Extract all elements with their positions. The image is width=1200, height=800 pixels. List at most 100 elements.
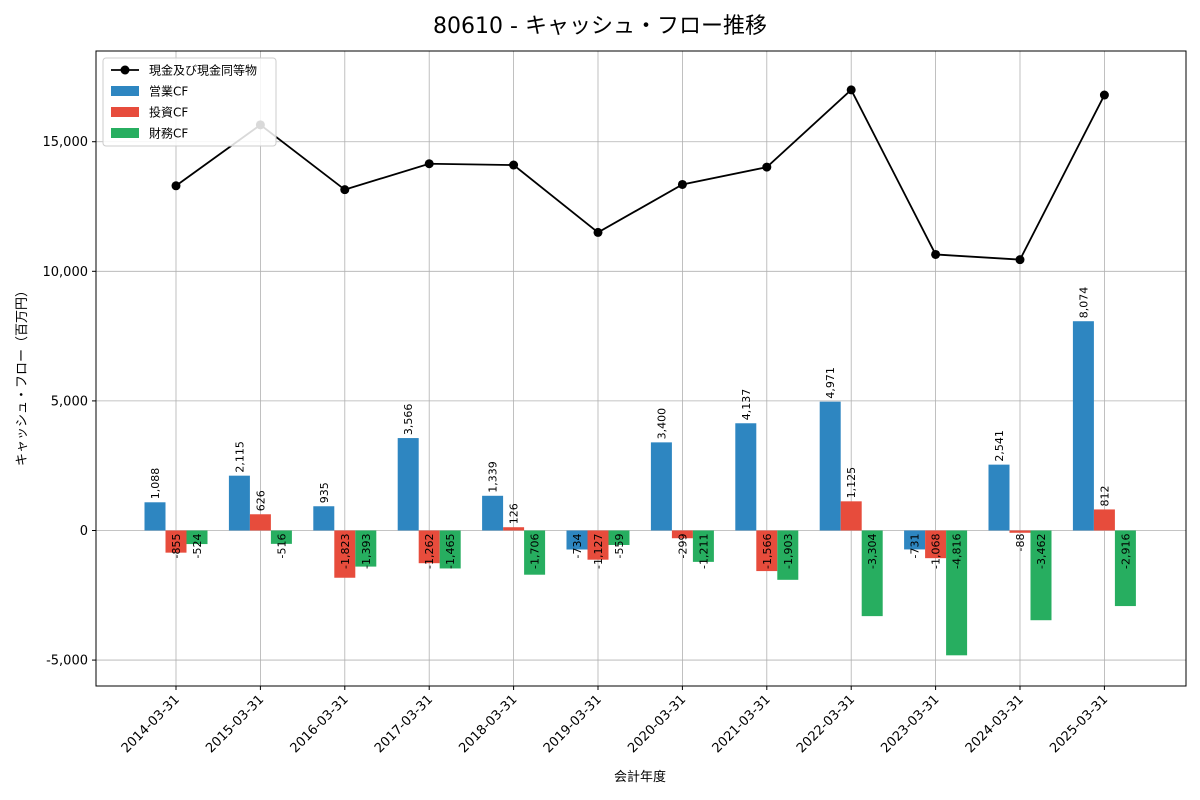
bar-value-label: -734 [571, 533, 584, 558]
bar-value-label: 626 [254, 490, 267, 511]
bar-value-label: 4,137 [740, 389, 753, 421]
legend-swatch [111, 128, 139, 138]
y-tick-label: -5,000 [46, 654, 88, 669]
x-tick-label: 2024-03-31 [963, 692, 1027, 756]
bar-value-label: -1,566 [761, 533, 774, 568]
bar-investing [1009, 530, 1031, 533]
legend-swatch [111, 86, 139, 96]
bar-investing [503, 527, 525, 531]
legend-box [102, 57, 277, 147]
x-tick-label: 2015-03-31 [203, 692, 267, 756]
cash-point [509, 160, 519, 170]
y-tick-label: 10,000 [43, 265, 89, 280]
y-tick-label: 15,000 [43, 135, 89, 150]
chart-title: 80610 - キャッシュ・フロー推移 [433, 14, 767, 39]
cash-point [171, 181, 181, 191]
x-tick-label: 2019-03-31 [541, 692, 605, 756]
bar-financing [861, 530, 883, 617]
plot-area: -5,000 0 5,000 10,000 15,000 2014-03-31 2015-0… [43, 50, 1187, 756]
legend-swatch [111, 107, 139, 117]
bar-value-label: 3,400 [655, 408, 668, 440]
bar-value-label: 126 [508, 503, 521, 524]
bar-value-label: -1,068 [930, 533, 943, 568]
bar-value-label: -2,916 [1119, 533, 1132, 568]
cash-point [846, 85, 856, 95]
bar-value-label: -855 [170, 533, 183, 558]
bar-operating [313, 506, 335, 531]
bar-operating [482, 495, 504, 531]
plot-frame [95, 50, 1187, 687]
bar-investing [249, 514, 271, 531]
bar-value-label: 2,541 [993, 430, 1006, 462]
bar-operating [228, 475, 250, 531]
bar-value-label: -1,903 [782, 533, 795, 568]
x-tick-label: 2014-03-31 [119, 692, 183, 756]
bar-value-label: 8,074 [1077, 287, 1090, 319]
legend-label: 現金及び現金同等物 [149, 63, 257, 78]
bar-financing [946, 530, 968, 656]
x-tick-label: 2022-03-31 [794, 692, 858, 756]
bar-operating [819, 401, 841, 531]
bar-value-label: -524 [191, 533, 204, 558]
bar-investing [165, 530, 187, 553]
bar-value-label: -4,816 [951, 533, 964, 568]
bar-value-label: 3,566 [402, 404, 415, 436]
bar-value-label: 4,971 [824, 367, 837, 399]
x-tick-label: 2025-03-31 [1047, 692, 1111, 756]
bar-value-label: 935 [318, 482, 331, 503]
bar-investing [587, 530, 609, 560]
cash-point [593, 227, 603, 237]
x-tick-label: 2021-03-31 [710, 692, 774, 756]
cash-line [175, 88, 1106, 261]
bar-investing [925, 530, 947, 559]
y-tick-label: 0 [80, 524, 88, 539]
bar-value-label: -559 [613, 533, 626, 558]
cash-point [762, 162, 772, 172]
bar-investing [1093, 509, 1115, 531]
cash-point [424, 159, 434, 169]
bar-operating [1072, 321, 1094, 531]
bar-value-label: 812 [1098, 485, 1111, 506]
x-tick-label: 2016-03-31 [288, 692, 352, 756]
bar-financing [608, 530, 630, 545]
bar-financing [777, 530, 799, 580]
bar-value-label: -1,465 [444, 533, 457, 568]
y-axis-label: キャッシュ・フロー（百万円） [15, 284, 30, 466]
bar-value-label: 2,115 [233, 441, 246, 473]
x-tick-label: 2023-03-31 [878, 692, 942, 756]
x-tick-label: 2018-03-31 [456, 692, 520, 756]
bar-value-label: -1,127 [592, 533, 605, 568]
bar-operating [988, 464, 1010, 531]
bar-financing [355, 530, 377, 567]
bar-operating [650, 442, 672, 531]
bar-financing [186, 530, 208, 545]
bar-financing [1114, 530, 1136, 607]
bar-investing [840, 501, 862, 531]
plot-background [96, 51, 1186, 686]
cash-point [931, 249, 941, 259]
cash-point [1015, 255, 1025, 265]
bar-financing [270, 530, 292, 544]
bar-financing [524, 530, 546, 575]
bar-operating [904, 530, 926, 550]
bar-financing [1030, 530, 1052, 621]
bar-value-label: -88 [1014, 533, 1027, 551]
legend-label: 営業CF [149, 85, 188, 99]
bar-value-label: -1,262 [423, 533, 436, 568]
bar-value-label: -3,304 [866, 533, 879, 568]
legend-marker [120, 65, 130, 75]
bar-investing [756, 530, 778, 572]
legend-label: 投資CF [149, 105, 188, 120]
bar-value-label: 1,088 [149, 468, 162, 500]
bar-investing [418, 530, 440, 564]
bar-value-label: -516 [275, 533, 288, 558]
bar-value-label: -1,211 [697, 533, 710, 568]
bar-value-label: -1,706 [529, 533, 542, 568]
bar-value-label: -299 [676, 533, 689, 558]
y-tick-label: 5,000 [51, 394, 88, 409]
bar-operating [397, 438, 419, 531]
legend-label: 財務CF [149, 126, 188, 141]
bar-value-label: -731 [909, 533, 922, 558]
